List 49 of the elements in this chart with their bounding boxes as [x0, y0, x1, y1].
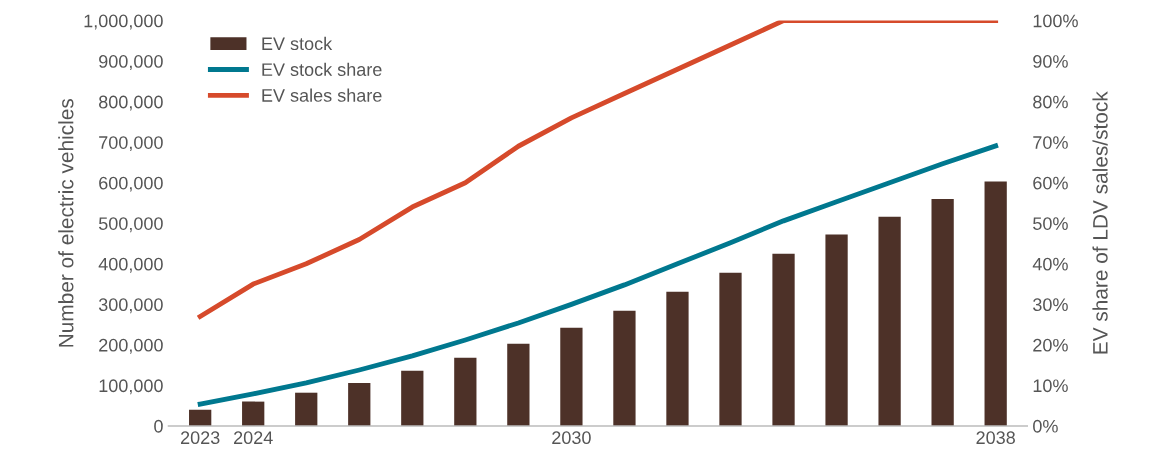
y-tick-label: 700,000 — [99, 136, 163, 152]
bar — [189, 409, 212, 426]
bar — [295, 392, 318, 426]
y2-tick-label: 40% — [1032, 257, 1068, 271]
y2-tick-label: 30% — [1033, 298, 1068, 312]
y-tick-label: 800,000 — [99, 95, 163, 111]
bar — [825, 234, 848, 426]
bar — [507, 343, 530, 426]
bar — [931, 198, 954, 426]
y2-axis-title: EV share of LDV sales/stock — [1092, 91, 1108, 354]
bar — [613, 310, 636, 426]
y-tick-label: 1,000,000 — [84, 14, 163, 30]
y2-tick-label: 100% — [1033, 14, 1078, 28]
legend-label: EV stock — [262, 36, 333, 51]
bar — [454, 357, 477, 426]
x-tick-label: 2024 — [234, 431, 273, 445]
bar — [560, 327, 583, 426]
bar — [772, 253, 795, 426]
y2-tick-label: 50% — [1033, 217, 1068, 230]
y-tick-label: 100,000 — [99, 379, 163, 395]
y2-tick-label: 10% — [1033, 379, 1068, 393]
line-series — [197, 20, 999, 319]
y-tick-label: 600,000 — [99, 176, 163, 192]
bar — [984, 181, 1007, 426]
y2-tick-label: 60% — [1033, 176, 1068, 190]
y2-tick-label: 0% — [1033, 419, 1058, 433]
bar — [719, 272, 742, 426]
y-tick-label: 0 — [154, 419, 163, 433]
y-tick-label: 500,000 — [98, 217, 163, 233]
y2-tick-label: 70% — [1033, 136, 1068, 149]
y-tick-label: 300,000 — [98, 298, 163, 314]
line-series — [197, 143, 999, 407]
y-tick-label: 900,000 — [99, 55, 163, 70]
y2-tick-label: 80% — [1033, 95, 1068, 109]
y-tick-label: 200,000 — [99, 338, 163, 354]
x-tick-label: 2023 — [180, 431, 220, 445]
x-tick-label: 2038 — [976, 431, 1015, 445]
bar — [878, 216, 901, 426]
y-axis-title: Number of electric vehicles — [58, 98, 74, 347]
y-tick-label: 400,000 — [98, 257, 163, 273]
legend-label: EV sales share — [262, 88, 382, 102]
bar — [401, 370, 424, 426]
y2-tick-label: 20% — [1033, 338, 1068, 352]
bar — [348, 382, 371, 426]
bar — [666, 291, 689, 426]
y2-tick-label: 90% — [1033, 55, 1068, 68]
x-tick-label: 2030 — [552, 431, 591, 445]
legend-label: EV stock share — [262, 62, 382, 76]
bar — [242, 401, 265, 426]
